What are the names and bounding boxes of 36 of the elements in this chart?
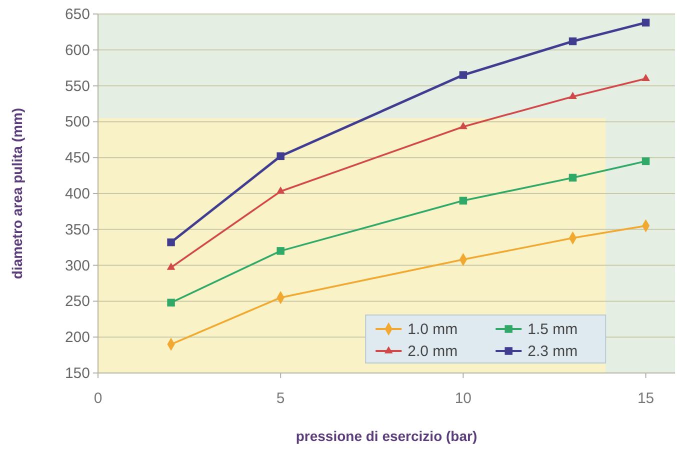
legend-label: 2.3 mm: [528, 343, 578, 360]
point: [459, 122, 468, 130]
y-tick-label: 550: [64, 78, 90, 95]
point: [276, 186, 285, 194]
legend-label: 1.0 mm: [408, 321, 458, 338]
point: [276, 152, 284, 160]
y-tick-label: 600: [64, 42, 90, 59]
x-tick-label: 0: [94, 390, 102, 407]
point: [459, 71, 468, 79]
y-tick-label: 500: [64, 114, 90, 131]
point: [276, 247, 284, 255]
y-tick-label: 250: [64, 293, 90, 310]
legend-label: 2.0 mm: [408, 343, 458, 360]
y-tick-label: 650: [64, 6, 90, 23]
point: [568, 174, 577, 182]
y-tick-label: 450: [64, 150, 90, 167]
point: [166, 262, 176, 270]
point: [642, 157, 650, 166]
y-tick-label: 400: [64, 186, 90, 202]
y-tick-label: 350: [64, 221, 90, 238]
point: [642, 18, 650, 26]
legend-label: 1.5 mm: [528, 321, 578, 338]
y-axis-title: diametro area pulita (mm): [9, 108, 25, 280]
x-tick-label: 10: [454, 390, 472, 407]
y-tick-label: 300: [64, 257, 90, 274]
point: [167, 298, 175, 307]
point: [167, 238, 175, 246]
point: [459, 196, 468, 205]
point: [642, 74, 650, 82]
x-tick-label: 5: [276, 390, 285, 407]
y-tick-label: 150: [64, 365, 90, 382]
x-tick-label: 15: [637, 390, 654, 407]
point: [568, 92, 577, 99]
y-tick-label: 200: [64, 329, 90, 346]
point: [568, 37, 577, 46]
x-axis-title: pressione di esercizio (bar): [296, 428, 478, 444]
